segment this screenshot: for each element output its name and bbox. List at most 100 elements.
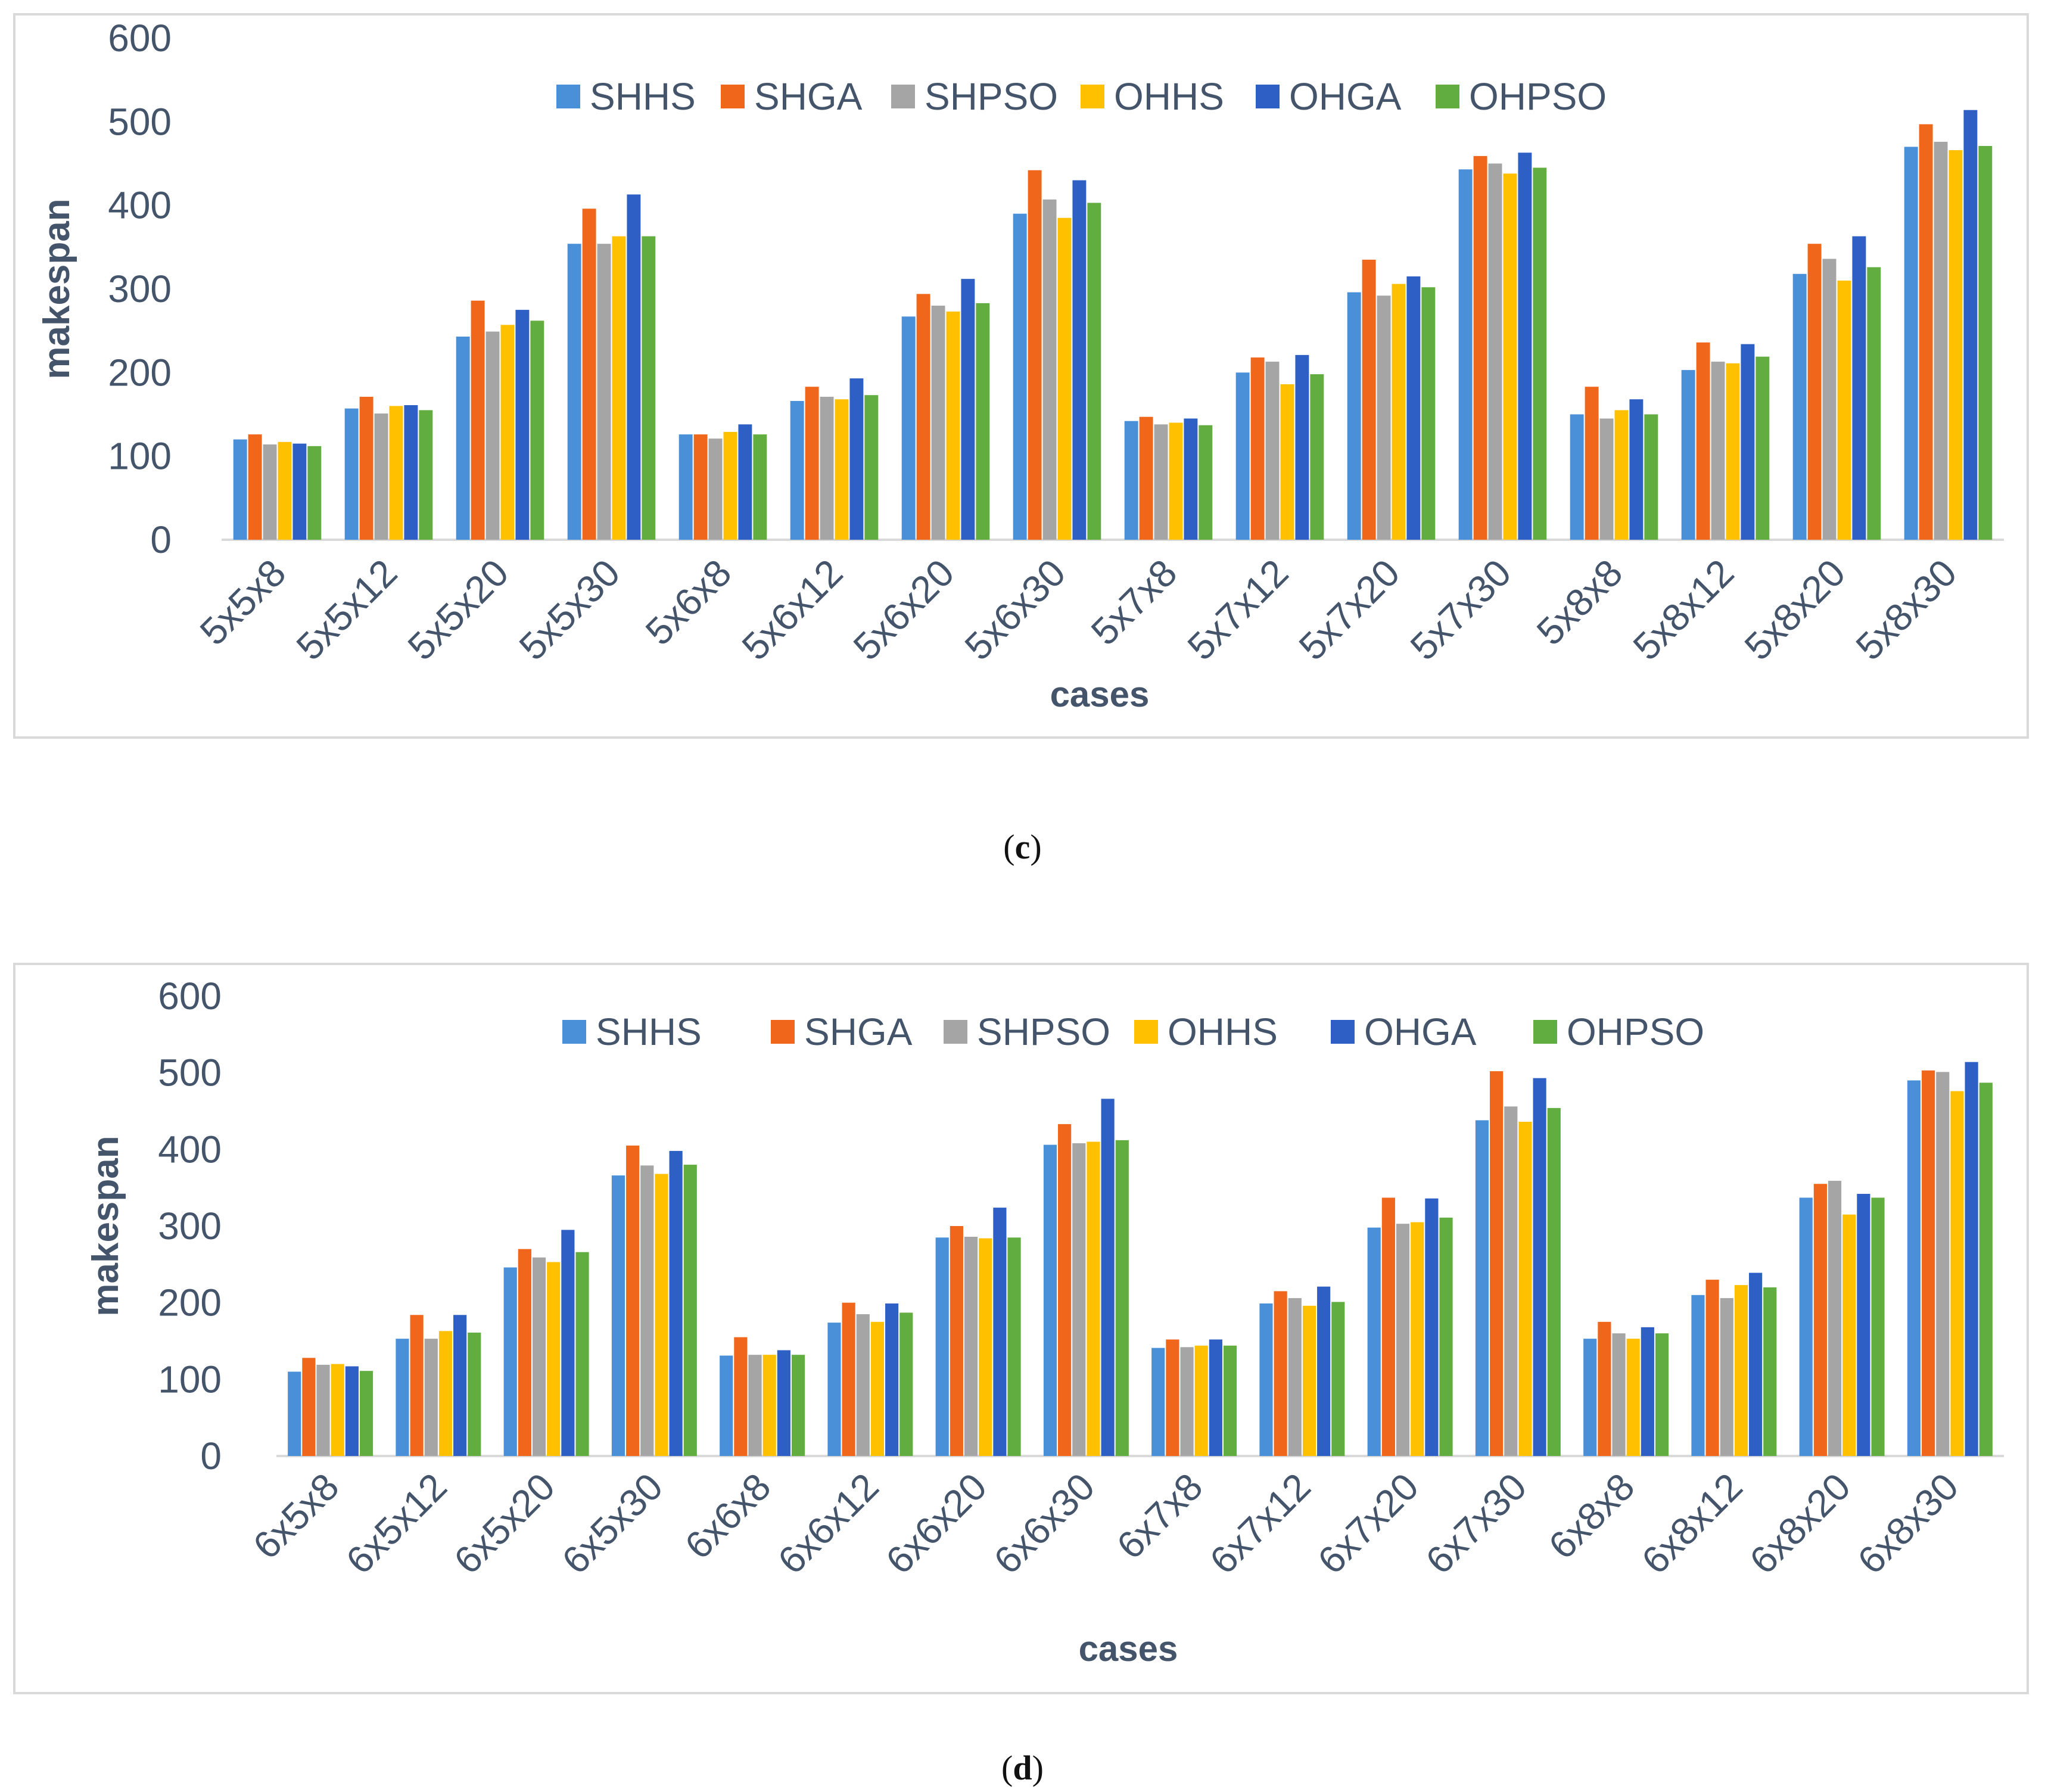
- x-tick-label: 6x8x8: [1540, 1465, 1643, 1567]
- x-tick-label: 5x8x12: [1625, 551, 1742, 668]
- bar-ohga-6x6x12: [885, 1303, 899, 1456]
- bar-ohpso-6x5x30: [683, 1165, 697, 1456]
- legend-label-ohga: OHGA: [1364, 1010, 1477, 1053]
- y-tick-label: 0: [200, 1435, 222, 1477]
- figure-caption-d: (d): [1001, 1749, 1044, 1787]
- bar-ohpso-5x5x30: [642, 236, 656, 540]
- bar-ohpso-5x7x20: [1421, 287, 1436, 540]
- bar-ohpso-6x8x12: [1763, 1287, 1777, 1456]
- bar-shga-5x6x8: [693, 434, 708, 540]
- legend-label-shpso: SHPSO: [925, 75, 1058, 118]
- bar-shhs-5x6x30: [1013, 213, 1027, 540]
- bar-ohhs-5x7x8: [1169, 422, 1183, 540]
- bar-ohga-5x7x30: [1518, 153, 1532, 540]
- legend-swatch-ohpso: [1436, 85, 1459, 108]
- bar-ohhs-6x7x8: [1194, 1345, 1208, 1456]
- bar-shga-5x8x12: [1696, 342, 1710, 540]
- y-tick-label: 0: [150, 518, 172, 561]
- bar-shhs-6x7x12: [1259, 1303, 1273, 1456]
- bar-shhs-5x5x30: [567, 244, 581, 540]
- bar-shpso-6x7x12: [1288, 1298, 1302, 1456]
- bar-shhs-5x5x8: [233, 439, 247, 540]
- bar-shhs-6x5x30: [611, 1175, 625, 1456]
- bar-shga-6x7x12: [1274, 1291, 1287, 1456]
- bar-ohpso-5x6x12: [864, 395, 879, 540]
- bar-shpso-6x5x8: [316, 1364, 330, 1456]
- x-tick-label: 6x8x30: [1849, 1465, 1966, 1582]
- bar-ohpso-5x6x8: [753, 434, 767, 540]
- bar-ohhs-6x8x30: [1950, 1091, 1964, 1456]
- bar-shga-6x8x30: [1922, 1070, 1935, 1456]
- legend-swatch-shga: [721, 85, 745, 108]
- x-tick-label: 6x5x30: [553, 1465, 671, 1582]
- bar-shhs-5x7x8: [1124, 421, 1138, 540]
- bar-shpso-5x6x12: [820, 397, 834, 540]
- bar-shhs-6x6x8: [720, 1355, 733, 1456]
- bar-ohga-5x5x30: [627, 194, 641, 540]
- bar-ohga-5x8x30: [1963, 110, 1978, 540]
- bar-chart-d: 0100200300400500600makespan6x5x86x5x126x…: [85, 975, 2004, 1669]
- bar-shhs-6x6x12: [827, 1323, 841, 1456]
- legend-label-ohga: OHGA: [1289, 75, 1402, 118]
- legend-swatch-ohga: [1256, 85, 1280, 108]
- bar-shhs-5x6x12: [790, 401, 804, 540]
- x-tick-label: 5x7x30: [1402, 551, 1520, 668]
- bar-shga-6x8x12: [1705, 1280, 1719, 1456]
- bar-ohga-6x8x12: [1749, 1273, 1763, 1456]
- bar-shga-5x7x12: [1250, 357, 1265, 540]
- y-axis-title: makespan: [85, 1135, 126, 1316]
- bar-shpso-6x6x8: [748, 1355, 762, 1456]
- bar-shpso-5x6x30: [1042, 199, 1057, 540]
- bar-shga-5x8x30: [1919, 124, 1933, 540]
- bar-ohpso-5x5x8: [307, 446, 322, 540]
- x-tick-label: 6x8x12: [1633, 1465, 1751, 1582]
- x-tick-label: 6x6x12: [770, 1465, 887, 1582]
- bar-shhs-6x7x20: [1367, 1227, 1381, 1456]
- bar-ohga-5x8x8: [1629, 399, 1644, 540]
- bar-shpso-6x6x20: [964, 1237, 978, 1456]
- bar-ohpso-5x5x12: [419, 410, 433, 540]
- bar-shhs-5x8x30: [1904, 147, 1918, 540]
- bar-ohhs-6x8x20: [1842, 1214, 1856, 1456]
- bar-shhs-5x6x8: [678, 434, 693, 540]
- bar-shga-6x6x30: [1058, 1124, 1072, 1456]
- bar-ohga-6x7x20: [1425, 1198, 1439, 1456]
- bar-ohpso-5x8x12: [1755, 356, 1770, 540]
- x-tick-label: 5x6x30: [957, 551, 1074, 668]
- bar-shga-6x5x30: [626, 1145, 640, 1456]
- bar-ohhs-6x6x20: [979, 1238, 992, 1456]
- bar-shpso-5x7x30: [1488, 163, 1502, 540]
- x-tick-label: 5x6x20: [845, 551, 963, 668]
- bar-shpso-6x8x20: [1828, 1181, 1842, 1456]
- bar-ohhs-6x7x30: [1518, 1122, 1532, 1456]
- bar-ohga-5x8x12: [1741, 344, 1755, 540]
- bar-ohga-6x5x30: [669, 1150, 683, 1456]
- bar-ohhs-6x8x8: [1626, 1339, 1640, 1456]
- bar-shga-6x5x8: [302, 1358, 316, 1456]
- bar-ohhs-5x8x8: [1614, 410, 1629, 540]
- y-tick-label: 300: [158, 1205, 222, 1247]
- bar-shga-6x6x8: [734, 1337, 748, 1456]
- x-tick-label: 5x5x30: [511, 551, 628, 668]
- x-axis-title: cases: [1050, 674, 1150, 714]
- legend-label-ohpso: OHPSO: [1567, 1010, 1704, 1053]
- bar-shga-5x7x20: [1362, 259, 1376, 540]
- bar-shhs-5x5x12: [344, 408, 359, 540]
- bar-chart-c: 0100200300400500600makespan5x5x85x5x125x…: [36, 17, 2004, 714]
- x-tick-label: 6x7x30: [1417, 1465, 1534, 1582]
- bar-ohhs-5x6x12: [835, 399, 849, 540]
- bar-ohga-6x5x12: [453, 1315, 467, 1456]
- y-tick-label: 600: [158, 975, 222, 1018]
- bar-shhs-6x5x12: [396, 1339, 409, 1456]
- bar-shhs-6x5x20: [503, 1267, 517, 1456]
- y-tick-label: 400: [108, 184, 172, 227]
- x-tick-label: 6x8x20: [1741, 1465, 1859, 1582]
- legend-swatch-shpso: [944, 1020, 967, 1044]
- x-tick-label: 5x6x12: [734, 551, 851, 668]
- bar-shga-5x5x8: [248, 434, 262, 540]
- bar-ohga-5x7x12: [1295, 354, 1309, 540]
- bar-ohhs-6x5x12: [438, 1331, 453, 1456]
- bar-ohga-5x8x20: [1852, 236, 1866, 540]
- bar-shhs-5x5x20: [456, 336, 470, 540]
- bar-shhs-6x7x30: [1475, 1120, 1489, 1456]
